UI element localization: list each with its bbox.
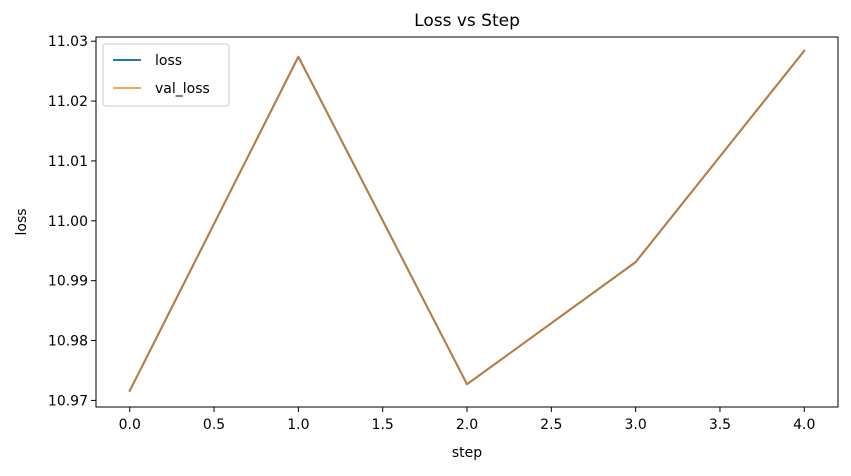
chart-title: Loss vs Step — [414, 11, 520, 31]
legend-label-val_loss: val_loss — [155, 81, 210, 97]
x-axis-label: step — [452, 445, 482, 461]
x-tick-label: 3.5 — [709, 417, 731, 433]
plot-area: 0.0 0.5 1.0 1.5 2.0 2.5 3.0 3.5 4.0 10.97 10.98 10.… — [48, 34, 839, 433]
legend: loss val_loss — [102, 43, 230, 107]
x-tick-label: 3.0 — [625, 417, 647, 433]
y-tick-label: 11.00 — [48, 214, 88, 230]
series-line-val_loss — [128, 49, 806, 393]
y-tick-label: 11.03 — [48, 34, 88, 50]
x-tick-label: 2.5 — [540, 417, 562, 433]
y-tick-label: 10.97 — [48, 393, 88, 409]
legend-label-loss: loss — [155, 53, 182, 69]
y-tick-label: 10.99 — [48, 274, 88, 290]
y-tick-label: 11.02 — [48, 94, 88, 110]
x-tick-label: 1.5 — [372, 417, 394, 433]
x-tick-label: 2.0 — [456, 417, 478, 433]
x-tick-label: 0.0 — [119, 417, 141, 433]
x-tick-label: 4.0 — [793, 417, 815, 433]
y-axis-label: loss — [14, 208, 30, 235]
y-tick-label: 10.98 — [48, 334, 88, 350]
x-tick-label: 0.5 — [203, 417, 225, 433]
x-tick-label: 1.0 — [287, 417, 309, 433]
y-tick-label: 11.01 — [48, 154, 88, 170]
